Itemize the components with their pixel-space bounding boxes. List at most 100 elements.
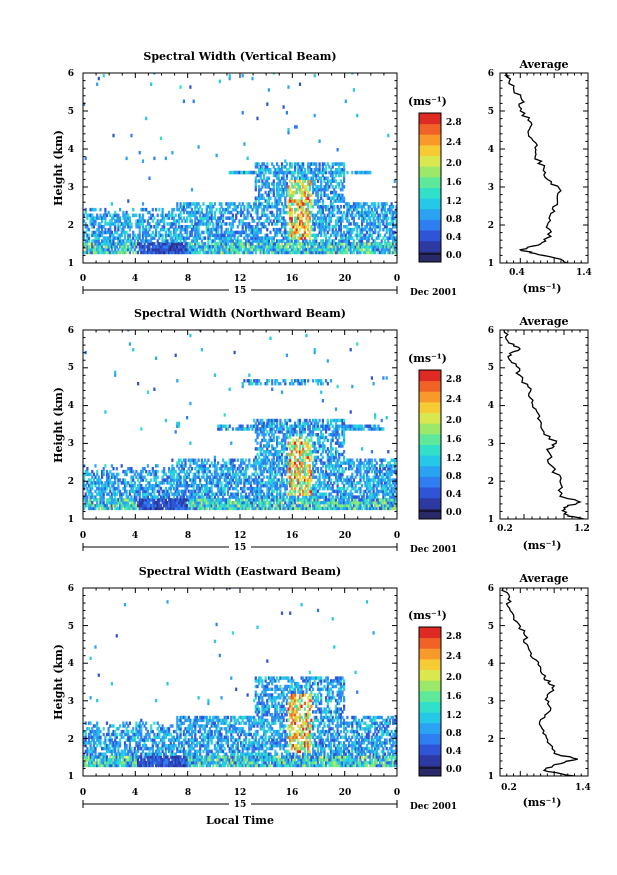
heatmap-cell [187,247,190,252]
heatmap-cell [271,484,274,488]
heatmap-cell [217,242,220,246]
heatmap-cell [352,219,355,223]
heatmap-cell [84,247,87,252]
profile-title: Average [518,58,568,71]
heatmap-cell [271,222,274,226]
heatmap-cell [171,210,174,215]
heatmap-cell [197,207,200,212]
heatmap-cell [140,242,143,246]
heatmap-cell [89,242,92,246]
heatmap-cell [96,472,99,477]
heatmap-cell [197,489,200,494]
heatmap-cell [284,506,287,511]
heatmap-cell [261,447,264,451]
heatmap-cell [349,247,352,252]
heatmap-cell [163,481,166,485]
heatmap-cell [210,239,213,243]
heatmap-cell [259,227,262,232]
heatmap-cell [318,227,321,232]
heatmap-cell [303,379,306,383]
heatmap-cell [297,467,300,471]
heatmap-cell [99,207,102,212]
heatmap-cell [300,165,303,169]
heatmap-cell [122,492,125,496]
heatmap-cell [94,245,97,249]
heatmap-cell [274,486,277,491]
heatmap-cell [210,210,213,215]
heatmap-cell [89,484,92,488]
heatmap-cell [202,236,205,240]
heatmap-cell [210,495,213,499]
heatmap-cell [101,242,104,246]
heatmap-cell [186,472,189,477]
heatmap-cell [166,506,169,511]
heatmap-cell [277,498,280,502]
heatmap-cell [225,424,228,428]
heatmap-cell [115,250,118,255]
heatmap-cell [272,213,275,218]
heatmap-cell [194,207,197,212]
heatmap-cell [377,213,380,218]
heatmap-cell [226,486,230,491]
heatmap-cell [155,506,158,511]
heatmap-cell [181,461,184,465]
x-tick-label: 20 [339,274,352,284]
heatmap-cell [258,202,261,206]
heatmap-cell [215,153,218,158]
heatmap-cell [117,213,120,218]
heatmap-cell [172,247,176,252]
heatmap-cell [280,430,284,434]
heatmap-cell [84,207,87,212]
heatmap-cell [104,210,107,215]
heatmap-cell [176,495,179,499]
heatmap-cell [127,467,130,471]
heatmap-cell [236,478,239,482]
heatmap-cell [213,469,216,474]
heatmap-cell [177,484,181,488]
heatmap-cell [315,187,318,192]
heatmap-cell [320,225,323,229]
heatmap-cell [133,492,136,496]
heatmap-cell [194,230,197,235]
heatmap-cell [312,219,315,223]
heatmap-cell [295,247,298,252]
heatmap-cell [254,447,257,451]
heatmap-cell [295,433,298,437]
heatmap-cell [230,461,233,465]
heatmap-cell [132,213,135,218]
heatmap-cell [274,503,277,508]
heatmap-cell [168,506,171,511]
heatmap-cell [346,250,349,255]
heatmap-cell [236,245,239,249]
heatmap-cell [117,242,120,246]
heatmap-cell [240,492,243,496]
heatmap-cell [274,472,277,477]
heatmap-cell [135,236,138,240]
heatmap-cell [151,250,154,255]
heatmap-cell [258,486,261,491]
heatmap-cell [253,418,256,423]
heatmap-cell [331,239,334,243]
heatmap-cell [262,503,266,508]
heatmap-cell [97,492,100,496]
heatmap-cell [220,202,223,206]
heatmap-cell [119,245,122,249]
heatmap-cell [290,379,293,383]
heatmap-cell [272,250,275,255]
heatmap-cell [259,430,262,434]
heatmap-cell [158,481,161,485]
heatmap-cell [190,498,194,502]
heatmap-cell [264,242,267,246]
heatmap-cell [287,230,290,235]
heatmap-cell [328,236,331,240]
heatmap-cell [248,379,251,383]
heatmap-cell [269,478,272,482]
heatmap-cell [295,475,298,479]
heatmap-cell [316,199,320,203]
heatmap-cell [333,190,336,195]
heatmap-cell [276,233,279,238]
heatmap-cell [99,242,102,246]
heatmap-cell [264,501,267,505]
heatmap-cell [298,455,302,460]
heatmap-cell [249,503,252,508]
